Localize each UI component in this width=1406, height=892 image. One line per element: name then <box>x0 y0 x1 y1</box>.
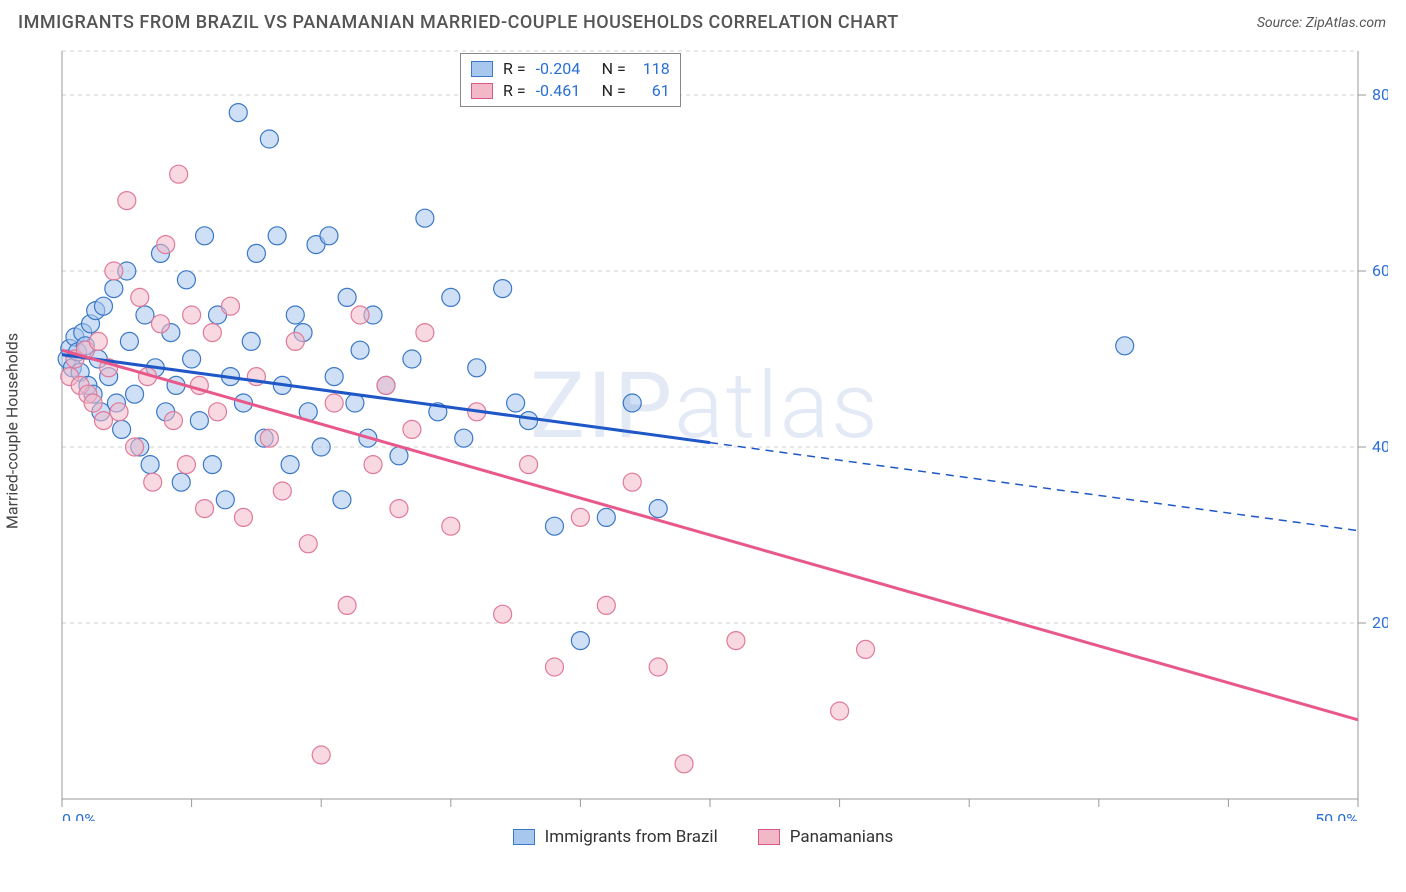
r-value: -0.461 <box>536 80 592 102</box>
chart-canvas: 20.0% 40.0% 60.0% 80.0% 0.0% 50.0% <box>18 41 1388 821</box>
correlation-legend: R = -0.204 N = 118 R = -0.461 N = 61 <box>460 53 681 107</box>
svg-text:80.0%: 80.0% <box>1372 85 1388 104</box>
r-value: -0.204 <box>536 58 592 80</box>
n-value: 118 <box>636 58 670 80</box>
legend-label: Immigrants from Brazil <box>545 827 718 847</box>
source-prefix: Source: <box>1257 15 1306 31</box>
chart-title: IMMIGRANTS FROM BRAZIL VS PANAMANIAN MAR… <box>18 12 899 33</box>
svg-text:50.0%: 50.0% <box>1315 810 1358 821</box>
legend-item: Immigrants from Brazil <box>513 827 718 847</box>
n-label: N = <box>602 58 626 80</box>
legend-swatch <box>758 829 780 845</box>
svg-text:20.0%: 20.0% <box>1372 613 1388 632</box>
series-panamanians <box>61 165 875 773</box>
correlation-chart: Married-couple Households 20.0%40.0%60.0… <box>18 41 1388 821</box>
source-link[interactable]: ZipAtlas.com <box>1306 15 1386 31</box>
r-label: R = <box>503 58 526 80</box>
legend-row: R = -0.461 N = 61 <box>471 80 670 102</box>
y-axis-label: Married-couple Households <box>3 333 22 529</box>
svg-text:40.0%: 40.0% <box>1372 437 1388 456</box>
r-label: R = <box>503 80 526 102</box>
n-label: N = <box>602 80 626 102</box>
svg-text:60.0%: 60.0% <box>1372 261 1388 280</box>
legend-swatch <box>471 83 493 99</box>
source-credit: Source: ZipAtlas.com <box>1257 15 1386 31</box>
legend-item: Panamanians <box>758 827 894 847</box>
legend-label: Panamanians <box>790 827 894 847</box>
legend-swatch <box>513 829 535 845</box>
n-value: 61 <box>636 80 670 102</box>
legend-swatch <box>471 61 493 77</box>
series-legend: Immigrants from Brazil Panamanians <box>0 827 1406 847</box>
legend-row: R = -0.204 N = 118 <box>471 58 670 80</box>
svg-text:0.0%: 0.0% <box>62 810 96 821</box>
